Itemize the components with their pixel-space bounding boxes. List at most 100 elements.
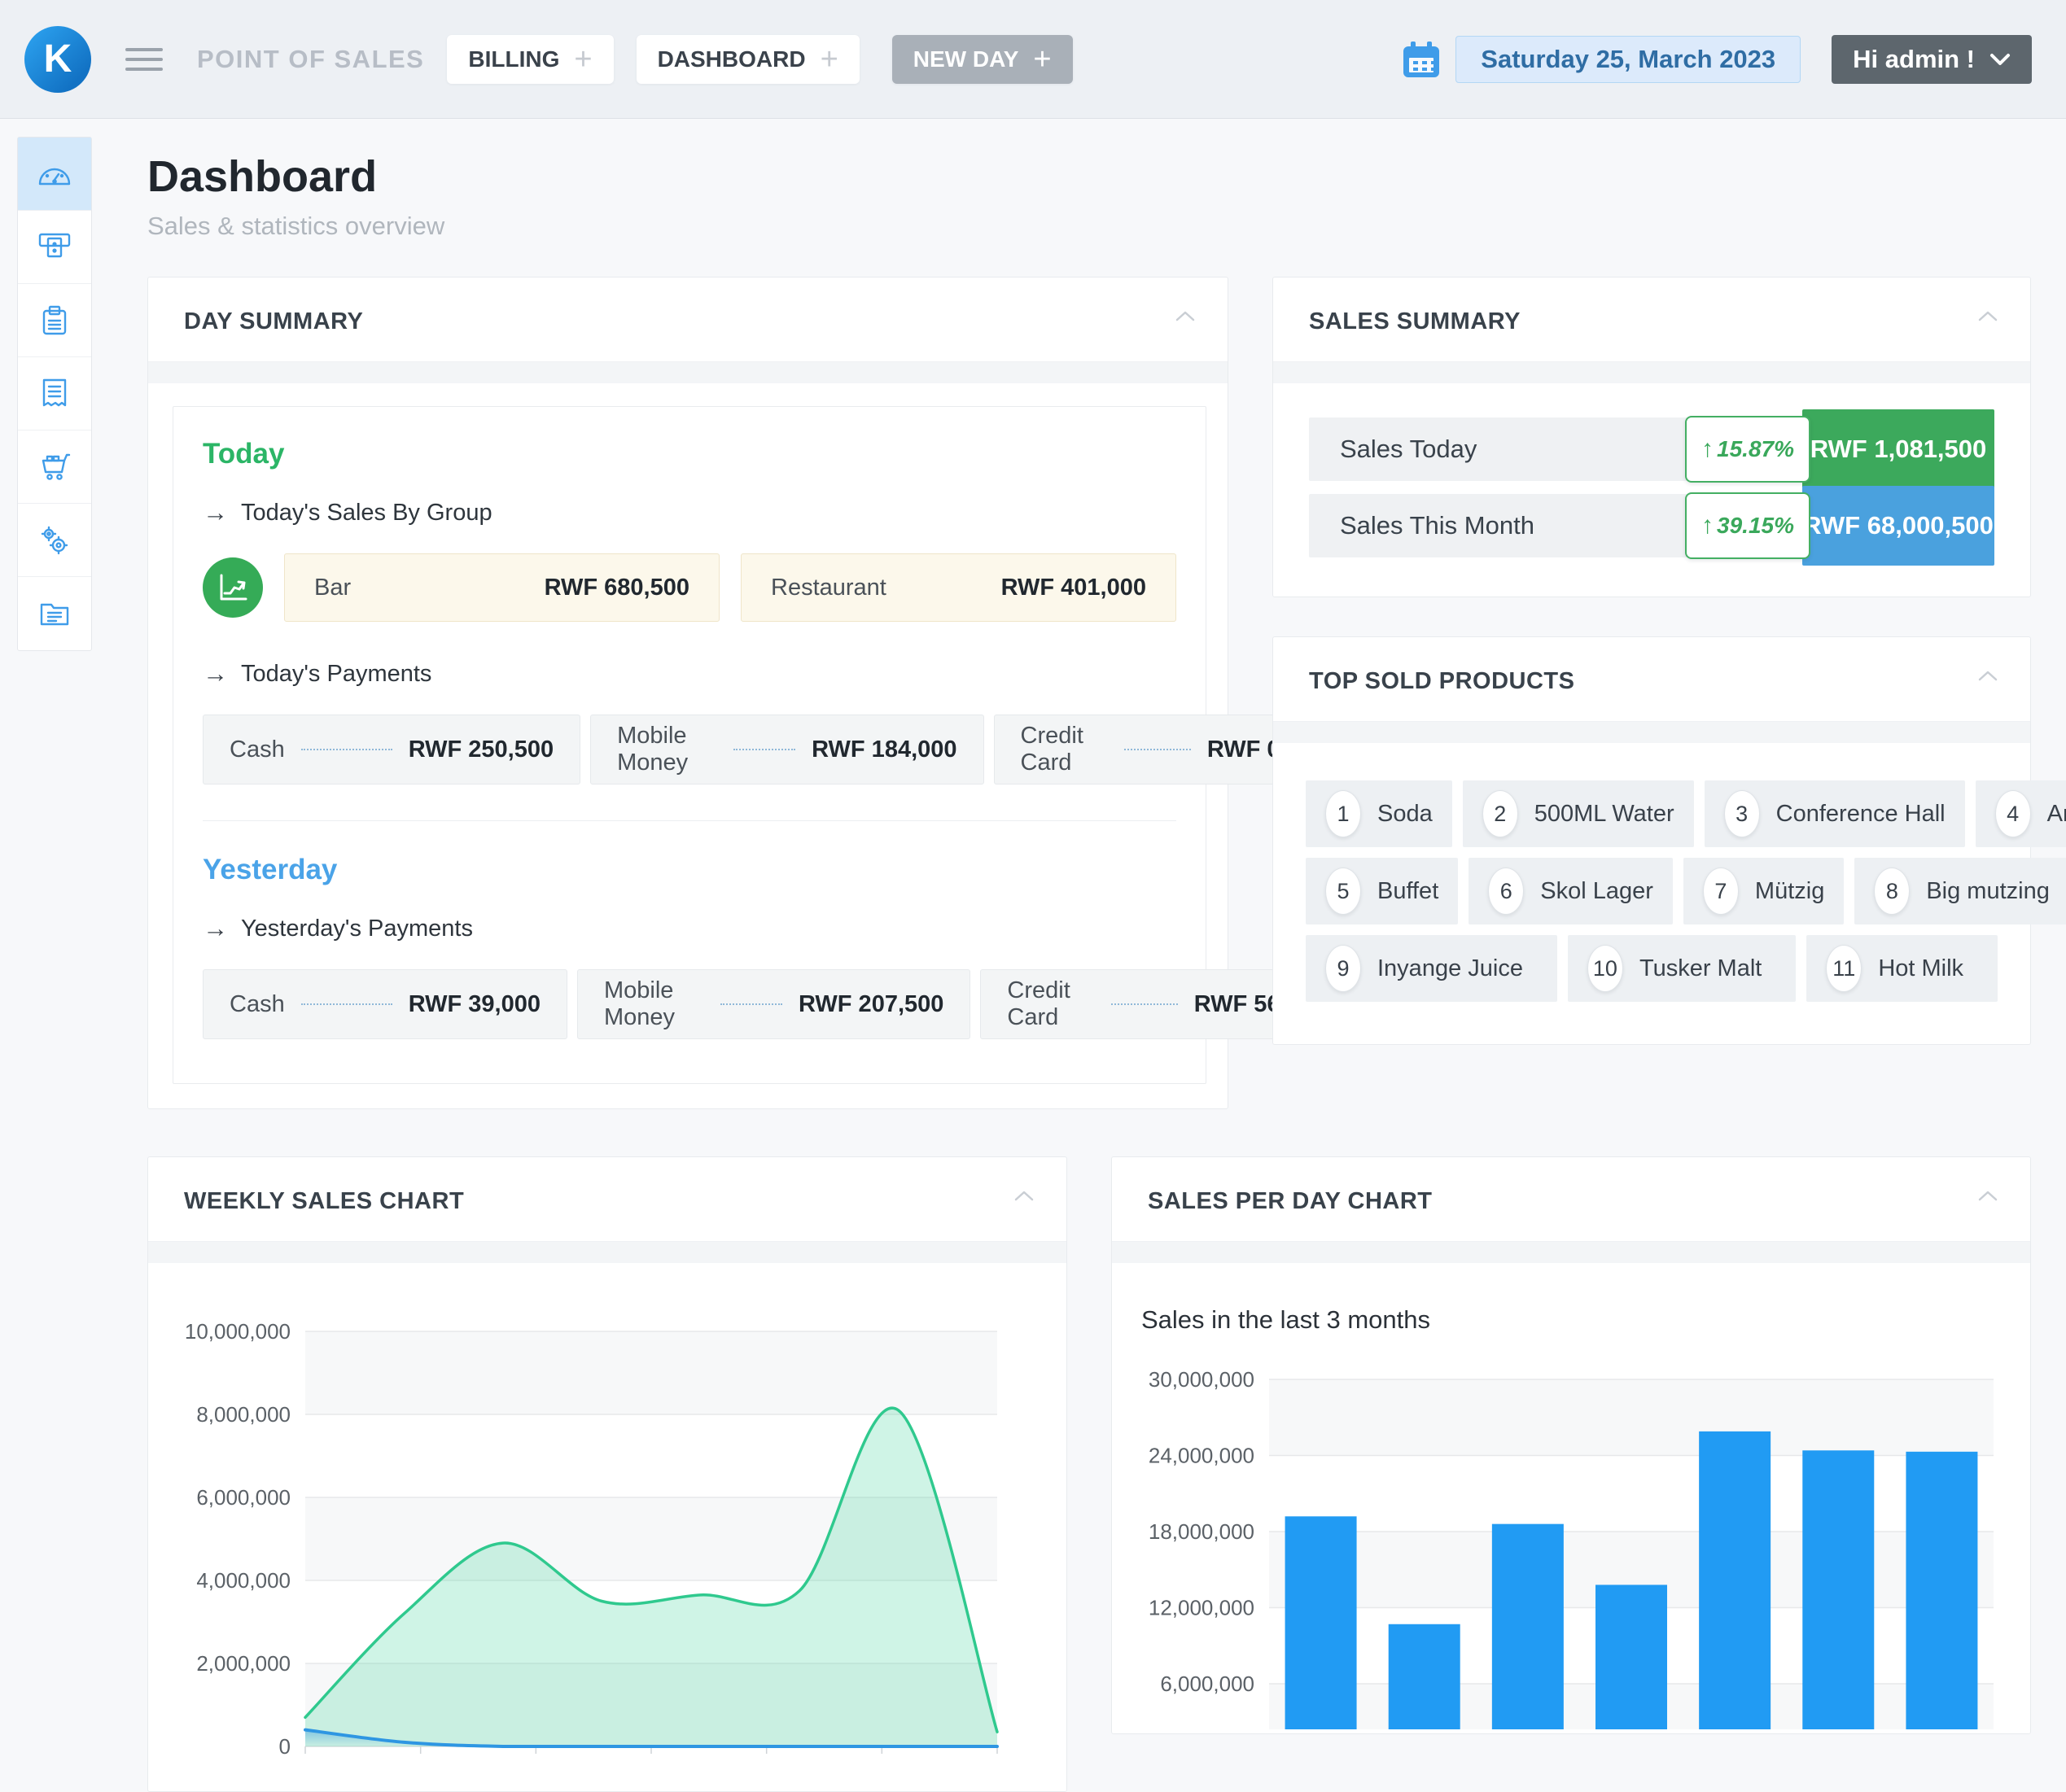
main-content: Dashboard Sales & statistics overview DA…	[147, 137, 2031, 1792]
svg-text:6,000,000: 6,000,000	[196, 1485, 291, 1510]
pos-terminal-icon	[40, 304, 69, 337]
group-sales-restaurant: Restaurant RWF 401,000	[741, 553, 1176, 622]
yesterday-payments-label: → Yesterday's Payments	[203, 914, 1176, 943]
top-bar: K POINT OF SALES BILLING + DASHBOARD + N…	[0, 0, 2066, 119]
product-chip: 9Inyange Juice	[1306, 935, 1557, 1002]
up-arrow-icon: ↑	[1701, 512, 1714, 540]
group-value: RWF 680,500	[545, 575, 689, 601]
billing-button[interactable]: BILLING +	[447, 35, 613, 84]
weekly-sales-chart-card: WEEKLY SALES CHART 10,000,000 8,000,000 6,…	[147, 1156, 1067, 1792]
sales-this-month-value: RWF 68,000,500	[1802, 486, 1994, 566]
plus-icon: +	[821, 44, 838, 75]
today-payments-label: → Today's Payments	[203, 659, 1176, 688]
svg-text:4,000,000: 4,000,000	[196, 1568, 291, 1593]
right-arrow-icon: →	[203, 659, 228, 688]
sidebar-item-dashboard[interactable]	[18, 138, 91, 211]
product-chip: 2500ML Water	[1463, 780, 1694, 847]
hamburger-menu-icon[interactable]	[125, 48, 163, 71]
user-menu-button[interactable]: Hi admin !	[1832, 35, 2032, 84]
svg-text:10,000,000: 10,000,000	[185, 1319, 291, 1344]
product-chip: 10Tusker Malt	[1568, 935, 1796, 1002]
billing-button-label: BILLING	[468, 46, 559, 72]
sales-per-day-chart-card: SALES PER DAY CHART Sales in the last 3 …	[1111, 1156, 2031, 1734]
svg-text:2,000,000: 2,000,000	[196, 1651, 291, 1676]
svg-text:12,000,000: 12,000,000	[1149, 1596, 1254, 1620]
group-label: Restaurant	[771, 575, 886, 601]
new-day-button-label: NEW DAY	[913, 46, 1019, 72]
sidebar-item-receipts[interactable]	[18, 357, 91, 431]
cash-withdrawal-icon	[37, 231, 72, 264]
right-arrow-icon: →	[203, 498, 228, 527]
top-sold-products-card: TOP SOLD PRODUCTS 1Soda 2500ML Water 3Co…	[1272, 636, 2031, 1045]
settings-gears-icon	[38, 524, 71, 557]
chevron-down-icon	[1989, 53, 2011, 66]
product-chip: 5Buffet	[1306, 858, 1458, 924]
plus-icon: +	[1033, 44, 1051, 75]
app-logo: K	[24, 26, 91, 93]
sidebar-item-pos-terminal[interactable]	[18, 284, 91, 357]
shopping-cart-icon	[38, 451, 71, 483]
today-heading: Today	[203, 438, 1176, 470]
receipt-icon	[41, 378, 68, 410]
chart-subtitle: Sales in the last 3 months	[1141, 1305, 2030, 1335]
page-title: Dashboard	[147, 151, 2031, 202]
weekly-sales-chart-title: WEEKLY SALES CHART	[184, 1188, 464, 1214]
product-chip: 3Conference Hall	[1705, 780, 1965, 847]
user-menu-label: Hi admin !	[1853, 45, 1975, 74]
sidebar	[17, 137, 92, 651]
sidebar-item-documents[interactable]	[18, 577, 91, 650]
page-subtitle: Sales & statistics overview	[147, 212, 2031, 241]
product-chip: 6Skol Lager	[1469, 858, 1673, 924]
calendar-icon	[1403, 42, 1439, 77]
dashboard-button-label: DASHBOARD	[658, 46, 806, 72]
collapse-chevron-icon[interactable]	[1978, 310, 1998, 321]
payment-box-mobile-money: Mobile Money RWF 184,000	[590, 715, 983, 785]
sales-today-row: Sales Today ↑ 15.87% RWF 1,081,500	[1309, 417, 1994, 481]
svg-text:18,000,000: 18,000,000	[1149, 1519, 1254, 1544]
sidebar-item-settings[interactable]	[18, 504, 91, 577]
today-sales-by-group-label: → Today's Sales By Group	[203, 498, 1176, 527]
product-chip: 4Amstel	[1976, 780, 2066, 847]
day-summary-title: DAY SUMMARY	[184, 308, 363, 334]
collapse-chevron-icon[interactable]	[1978, 670, 1998, 681]
svg-text:6,000,000: 6,000,000	[1160, 1672, 1254, 1696]
date-field[interactable]: Saturday 25, March 2023	[1455, 36, 1801, 83]
svg-text:30,000,000: 30,000,000	[1149, 1367, 1254, 1392]
right-arrow-icon: →	[203, 914, 228, 943]
dashboard-gauge-icon	[37, 162, 72, 186]
logo-letter: K	[44, 37, 72, 81]
sales-today-value: RWF 1,081,500	[1802, 409, 1994, 489]
collapse-chevron-icon[interactable]	[1175, 310, 1195, 321]
collapse-chevron-icon[interactable]	[1978, 1190, 1998, 1201]
product-chip: 11Hot Milk	[1806, 935, 1998, 1002]
sidebar-item-cash-withdrawal[interactable]	[18, 211, 91, 284]
documents-folder-icon	[38, 600, 71, 627]
group-value: RWF 401,000	[1001, 575, 1146, 601]
up-arrow-icon: ↑	[1701, 435, 1714, 463]
sales-summary-title: SALES SUMMARY	[1309, 308, 1521, 334]
plus-icon: +	[574, 44, 592, 75]
payment-box-mobile-money: Mobile Money RWF 207,500	[577, 969, 970, 1039]
group-sales-bar: Bar RWF 680,500	[284, 553, 720, 622]
product-chip: 8Big mutzing	[1854, 858, 2066, 924]
sales-per-day-bar-chart: 30,000,000 24,000,000 18,000,000 12,000,000…	[1118, 1359, 2030, 1733]
sales-summary-card: SALES SUMMARY Sales Today ↑ 15.87% RWF 1…	[1272, 277, 2031, 597]
group-label: Bar	[314, 575, 351, 601]
percent-badge: ↑ 39.15%	[1685, 492, 1810, 559]
dashboard-button[interactable]: DASHBOARD +	[637, 35, 860, 84]
product-chip: 1Soda	[1306, 780, 1452, 847]
sidebar-item-shopping[interactable]	[18, 431, 91, 504]
brand-title: POINT OF SALES	[197, 45, 424, 74]
collapse-chevron-icon[interactable]	[1014, 1190, 1034, 1201]
payment-box-cash: Cash RWF 250,500	[203, 715, 580, 785]
trending-chart-icon	[203, 557, 263, 618]
yesterday-heading: Yesterday	[203, 854, 1176, 886]
payment-box-credit-card: Credit Card RWF 0	[994, 715, 1307, 785]
day-summary-card: DAY SUMMARY Today → Today's Sales By Gro…	[147, 277, 1228, 1109]
product-chip: 7Mützig	[1683, 858, 1844, 924]
top-sold-products-title: TOP SOLD PRODUCTS	[1309, 668, 1574, 694]
sales-this-month-row: Sales This Month ↑ 39.15% RWF 68,000,500	[1309, 494, 1994, 557]
new-day-button[interactable]: NEW DAY +	[892, 35, 1073, 84]
svg-text:8,000,000: 8,000,000	[196, 1402, 291, 1427]
svg-text:24,000,000: 24,000,000	[1149, 1444, 1254, 1468]
